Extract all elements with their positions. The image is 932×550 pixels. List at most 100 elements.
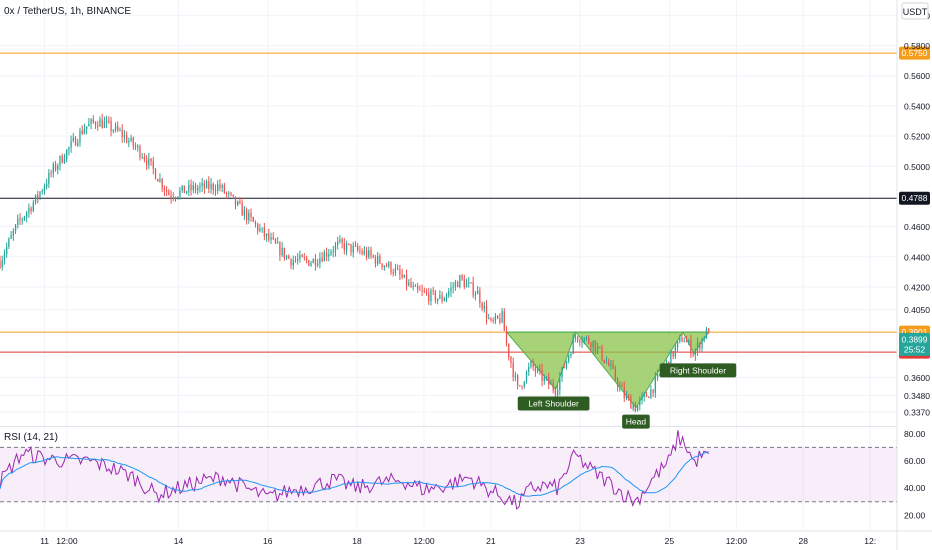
candle-body [357,245,359,251]
candle-body [70,140,72,148]
candle-body [121,130,123,137]
candle-body [341,239,343,244]
candle-body [110,121,112,132]
candle-body [354,245,357,247]
candle-body [277,242,279,244]
candle-body [530,361,532,368]
rsi-band-fill [0,447,897,502]
rsi-tick-label: 60.00 [904,456,926,466]
candle-body [443,298,445,302]
candle-body [696,343,699,351]
candle-body [130,137,132,142]
candle-body [385,265,388,267]
price-tick-label: 0.5200 [904,132,930,142]
candle-body [365,250,368,258]
candle-body [303,256,306,259]
candle-body [592,340,594,348]
candle-body [250,212,252,218]
candle-body [17,218,19,225]
candle-body [683,341,685,343]
candle-body [10,235,12,239]
rsi-line [0,430,710,510]
candle-body [390,262,392,273]
candle-body [441,295,443,302]
candle-body [243,209,246,216]
candle-body [23,216,26,220]
candle-body [317,263,319,266]
rsi-tick-label: 20.00 [904,510,926,520]
candle-body [139,146,141,158]
candle-body [88,123,90,127]
candle-body [203,183,206,189]
candle-body [50,172,52,174]
time-tick-label: 11 [40,536,49,546]
candle-body [3,253,6,261]
price-tick-label: 0.5800 [904,41,930,51]
candle-body [679,337,681,342]
candle-body [214,190,217,192]
candle-body [541,369,543,381]
price-tick-label: 0.4050 [904,305,930,315]
currency-button[interactable]: USDT [901,2,929,20]
candle-body [194,185,197,191]
candle-body [392,272,394,274]
candle-body [463,279,465,288]
candle-body [550,383,552,385]
candle-body [461,275,463,280]
candle-body [34,194,37,203]
candle-body [397,268,399,270]
candle-body [205,181,208,189]
candle-body [199,185,201,189]
candle-body [288,255,290,259]
candle-body [516,375,519,386]
level-price-label: 0.4788 [902,193,928,203]
candle-body [279,242,281,256]
rsi-ma-line [0,451,709,497]
candle-body [519,385,521,387]
candle-body [630,397,632,409]
candle-body [417,286,419,290]
candle-body [254,221,257,225]
candle-body [459,275,461,288]
candle-body [474,294,477,296]
candle-body [72,137,74,141]
candle-body [150,158,152,162]
candle-body [565,361,568,368]
candle-body [134,145,137,148]
candle-body [179,190,181,197]
candle-body [621,385,623,388]
candle-body [419,289,421,291]
candle-body [188,184,190,192]
candle-body [181,185,183,191]
candle-body [532,361,534,368]
candle-body [210,183,212,189]
candle-body [252,217,254,222]
right-shoulder-label: Right Shoulder [670,365,726,375]
candle-body [1,260,3,268]
candle-body [192,185,194,190]
candle-body [299,254,301,259]
candle-body [510,356,512,364]
candle-body [490,318,492,320]
candle-body [79,130,81,143]
candle-body [92,119,94,123]
candle-body [350,243,352,253]
time-tick-label: 12:00 [413,536,435,546]
candle-body [219,184,221,188]
price-tick-label: 0.5400 [904,101,930,111]
candle-body [552,383,554,391]
candle-body [688,340,690,342]
candle-body [290,258,292,266]
candle-body [394,268,397,273]
candle-body [201,183,203,186]
candle-body [559,377,561,391]
candle-body [332,251,334,253]
candle-body [554,390,557,395]
candle-body [352,245,354,253]
candle-body [14,224,17,231]
candle-body [372,255,374,258]
candle-body [294,260,297,262]
candle-body [48,172,50,185]
